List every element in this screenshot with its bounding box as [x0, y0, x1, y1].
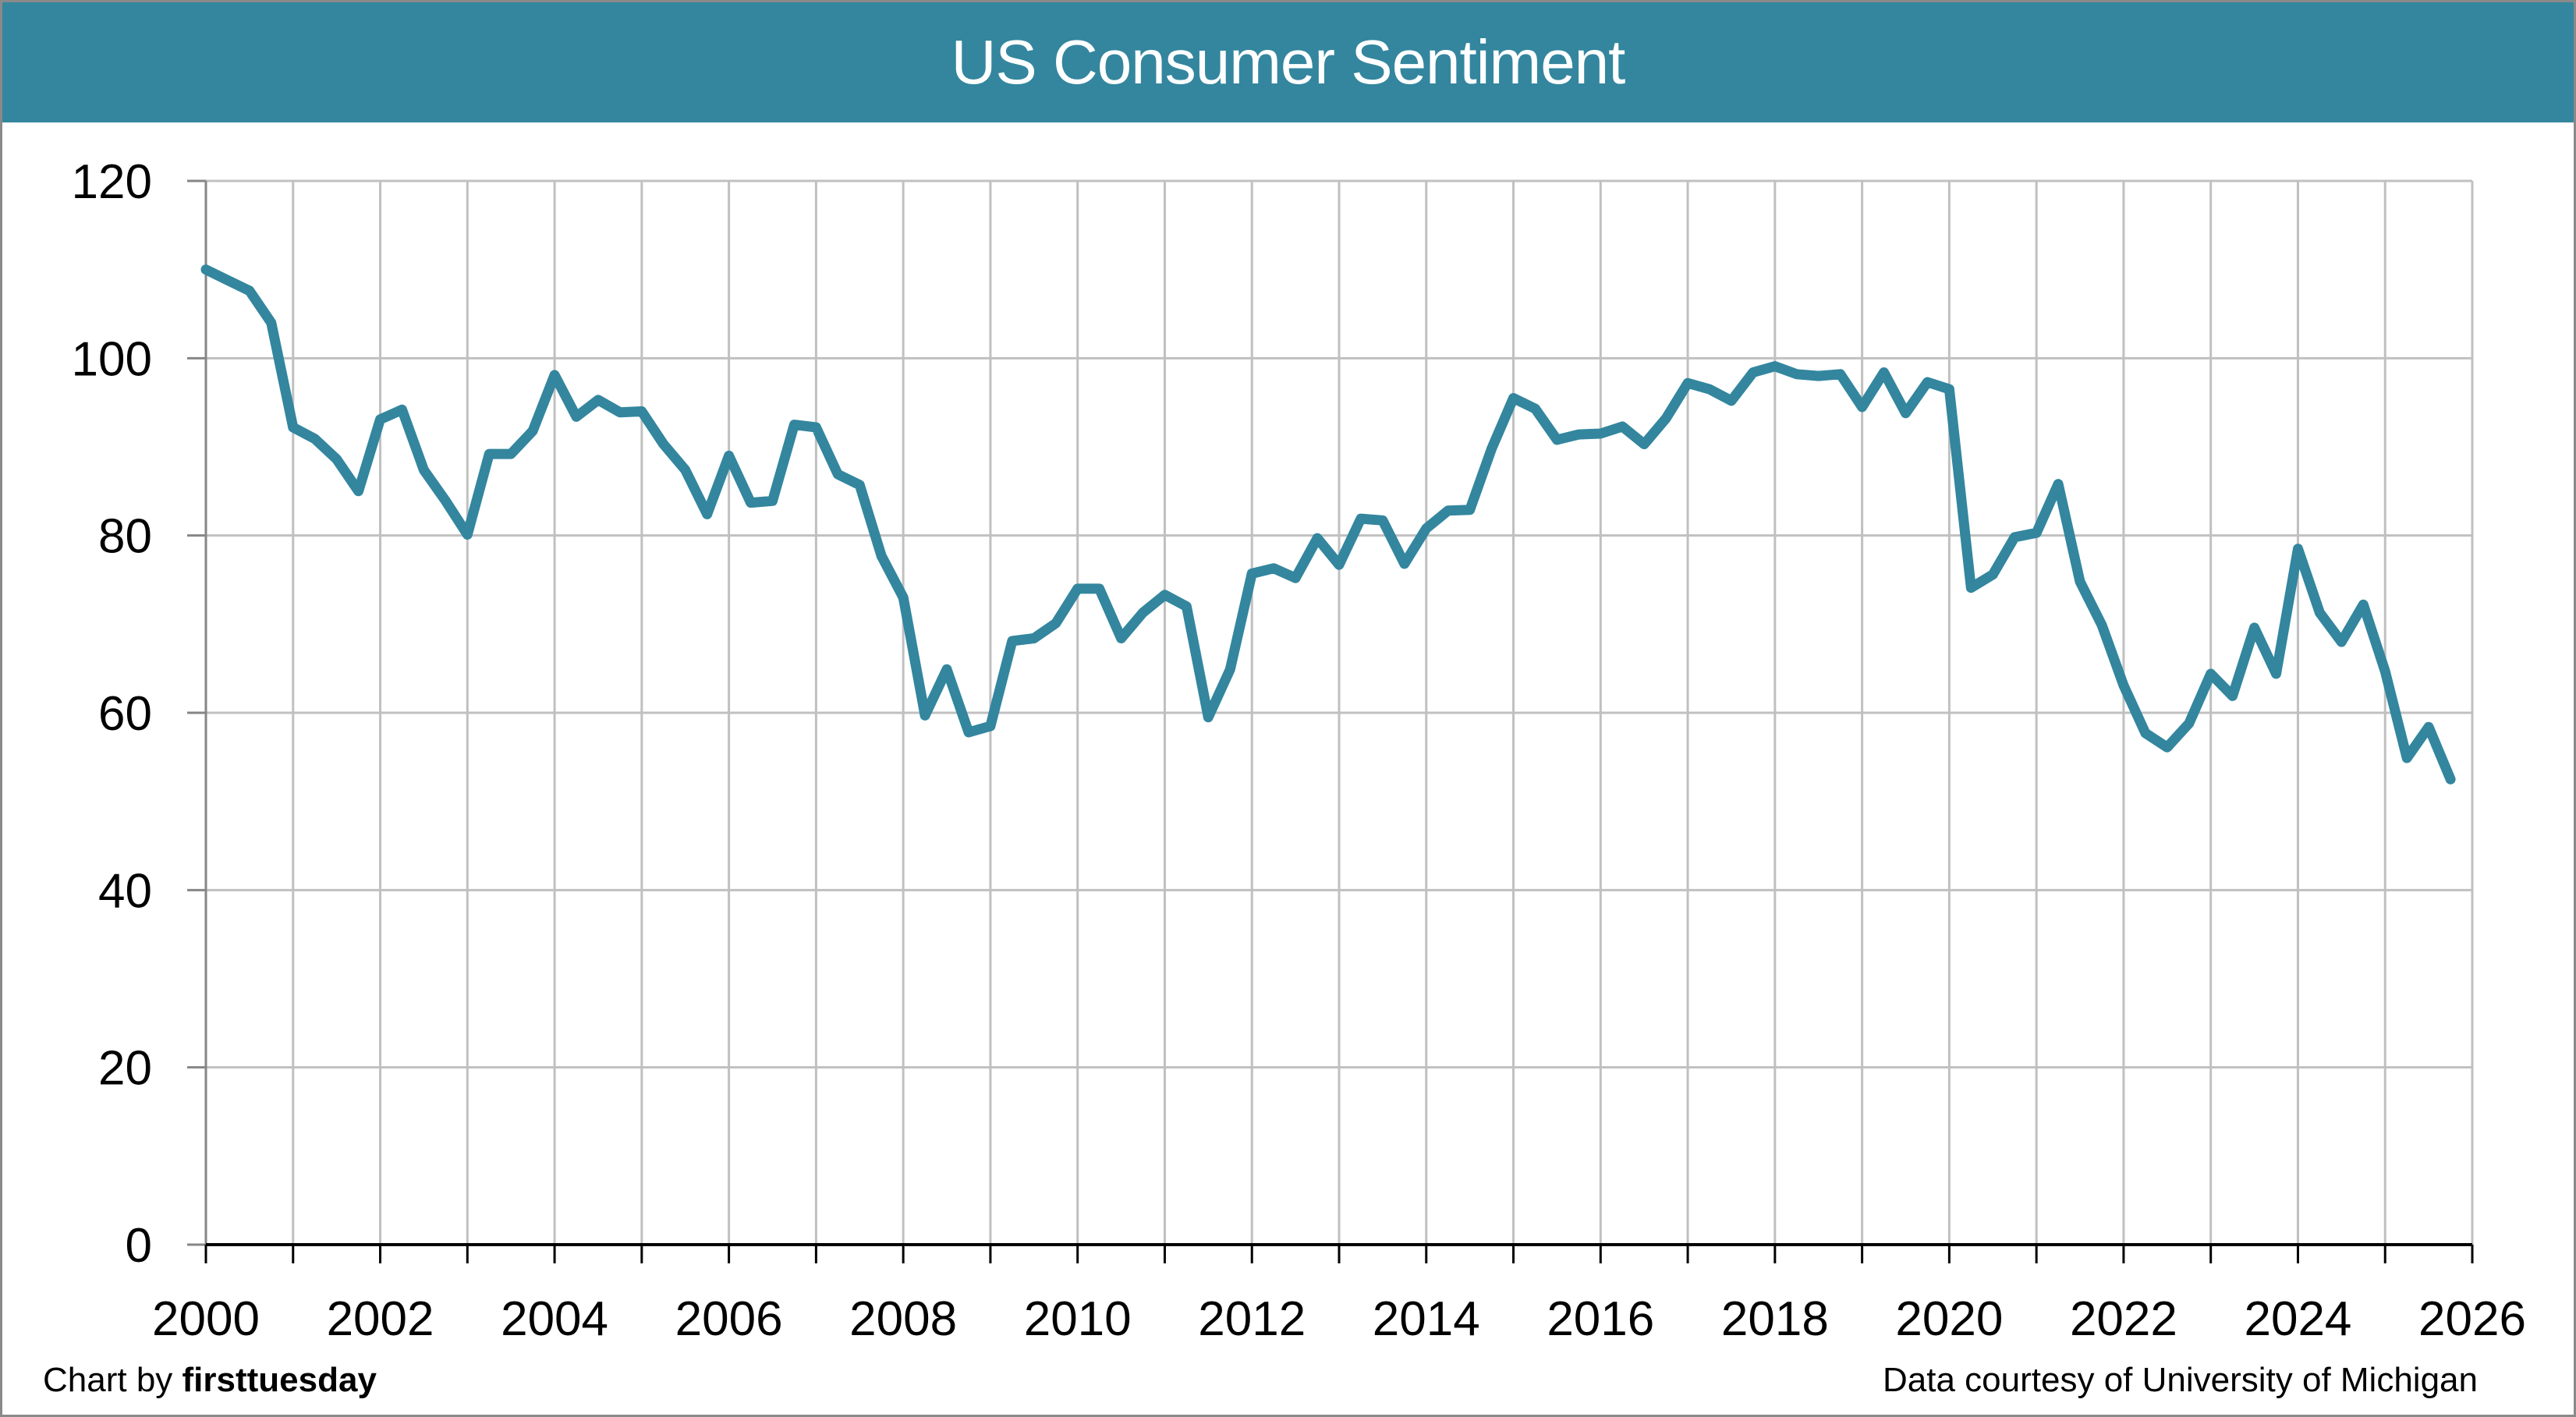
data-source-note: Data courtesy of University of Michigan — [1883, 1361, 2478, 1399]
sentiment-line — [200, 264, 2456, 785]
y-tick-label: 20 — [98, 1042, 152, 1096]
data-point — [1099, 588, 1100, 590]
data-point — [619, 412, 621, 413]
data-point — [1077, 588, 1079, 590]
x-tick-label: 2004 — [501, 1292, 608, 1346]
data-point — [466, 534, 468, 535]
data-point — [314, 438, 316, 440]
data-point — [1948, 388, 1950, 390]
data-point — [488, 453, 490, 455]
data-point — [1469, 509, 1471, 511]
data-point — [423, 469, 424, 471]
y-tick-label: 80 — [98, 510, 152, 564]
data-point — [576, 416, 577, 417]
chart-credit: Chart by firsttuesday — [43, 1361, 377, 1400]
data-point — [2254, 627, 2255, 629]
credit-brand: firsttuesday — [182, 1361, 377, 1399]
data-point — [1883, 372, 1885, 373]
data-point — [249, 290, 250, 292]
x-tick-label: 2006 — [675, 1292, 783, 1346]
data-point — [2188, 723, 2190, 724]
data-point — [2276, 673, 2277, 675]
data-point — [924, 714, 926, 716]
data-point — [227, 279, 229, 281]
x-tick-label: 2008 — [849, 1292, 957, 1346]
data-point — [815, 427, 817, 428]
data-point — [1382, 519, 1384, 521]
data-point — [1033, 638, 1035, 639]
data-point — [1229, 668, 1231, 670]
x-tick-label: 2016 — [1547, 1292, 1654, 1346]
y-tick-label: 60 — [98, 687, 152, 741]
data-point — [946, 668, 948, 670]
x-tick-label: 2020 — [1895, 1292, 2003, 1346]
data-point — [1251, 573, 1253, 574]
credit-prefix: Chart by — [43, 1361, 173, 1399]
data-point — [510, 453, 512, 455]
data-point — [2340, 641, 2342, 643]
data-point — [902, 597, 904, 598]
data-point — [641, 411, 643, 412]
series-group — [200, 264, 2456, 785]
title-bar: US Consumer Sentiment — [2, 2, 2574, 122]
data-point — [685, 469, 686, 471]
x-tick-label: 2010 — [1024, 1292, 1132, 1346]
y-tick-label: 120 — [72, 155, 152, 209]
x-tick-label: 2014 — [1373, 1292, 1480, 1346]
data-point — [205, 269, 207, 271]
data-point — [1185, 606, 1187, 608]
x-axis: 2000 2002 2004 2006 2008 2010 2012 2014 2016 2018… — [152, 1243, 2526, 1346]
data-point — [1774, 366, 1776, 367]
data-point — [1818, 375, 1819, 377]
data-point — [380, 419, 381, 420]
data-point — [1316, 537, 1318, 539]
data-point — [2362, 604, 2364, 605]
data-point — [2079, 581, 2081, 583]
data-point — [2450, 778, 2451, 780]
data-point — [1055, 622, 1057, 624]
y-axis: 0 20 40 60 80 100 120 — [72, 155, 207, 1273]
y-tick-label: 0 — [126, 1219, 152, 1273]
data-point — [793, 424, 795, 426]
data-point — [859, 484, 860, 486]
gridlines — [206, 179, 2474, 1245]
data-point — [881, 555, 882, 557]
data-point — [292, 427, 294, 428]
y-tick-label: 40 — [98, 864, 152, 918]
data-point — [1491, 448, 1493, 449]
data-point — [1643, 444, 1645, 445]
data-point — [1447, 510, 1449, 512]
data-point — [728, 455, 730, 456]
data-point — [1970, 587, 1972, 589]
x-tick-label: 2000 — [152, 1292, 260, 1346]
data-point — [597, 399, 599, 401]
x-tick-label: 2018 — [1721, 1292, 1829, 1346]
data-point — [1926, 381, 1928, 383]
x-tick-label: 2026 — [2418, 1292, 2526, 1346]
chart-title: US Consumer Sentiment — [951, 27, 1626, 97]
data-point — [2210, 673, 2212, 675]
data-point — [1665, 418, 1667, 420]
data-point — [1621, 426, 1623, 427]
data-point — [663, 444, 664, 445]
x-tick-label: 2012 — [1198, 1292, 1306, 1346]
x-tick-label: 2002 — [327, 1292, 434, 1346]
x-tick-label: 2024 — [2244, 1292, 2351, 1346]
x-tick-label: 2022 — [2070, 1292, 2177, 1346]
data-point — [1404, 563, 1405, 565]
data-point — [1164, 594, 1165, 596]
data-point — [1752, 372, 1754, 373]
data-point — [750, 502, 752, 504]
data-point — [2406, 757, 2408, 759]
data-point — [1295, 577, 1296, 579]
data-point — [1731, 400, 1732, 402]
data-point — [2319, 612, 2320, 614]
y-tick-label: 100 — [72, 332, 152, 386]
data-point — [1513, 398, 1514, 399]
